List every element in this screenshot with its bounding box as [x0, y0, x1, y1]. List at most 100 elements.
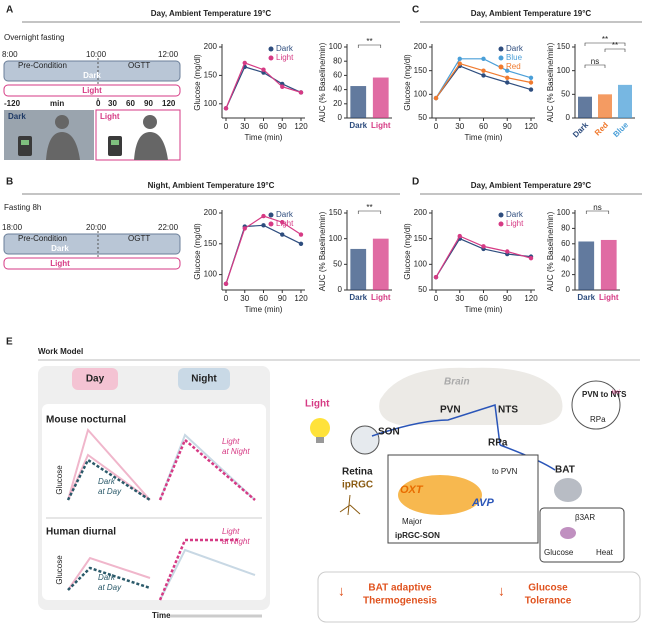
legend-marker	[268, 55, 274, 61]
x-tick-label: 120	[524, 294, 538, 303]
time-label: 12:00	[158, 50, 179, 59]
bar	[578, 96, 592, 118]
y-tick-label: 80	[561, 224, 570, 233]
legend-label: Light	[276, 219, 294, 228]
x-tick-label: 60	[479, 294, 488, 303]
image-label: Dark	[8, 112, 26, 121]
minute-label: min	[50, 99, 64, 108]
x-tick-label: 0	[434, 294, 439, 303]
inset-rpa: RPa	[590, 415, 606, 424]
panel-letter: E	[6, 337, 13, 348]
bar	[578, 241, 595, 290]
time-label: 22:00	[158, 223, 179, 232]
outcome-box	[317, 571, 641, 623]
neuron	[339, 494, 361, 516]
y-axis-label: Glucose (mg/dl)	[403, 223, 412, 280]
curve	[159, 433, 256, 501]
data-point	[457, 61, 462, 66]
fasting-label: Fasting 8h	[4, 203, 41, 212]
bat-inset	[539, 507, 625, 563]
data-point	[433, 95, 439, 101]
x-axis-label: Time (min)	[245, 305, 283, 314]
time-label: 8:00	[2, 50, 18, 59]
bulb	[310, 418, 330, 438]
significance-bracket	[584, 42, 626, 46]
data-point	[481, 68, 486, 73]
night-label: Night	[191, 374, 217, 385]
work-model: Work Model Day Night Mouse nocturnal Glu…	[38, 347, 641, 623]
bar	[350, 248, 367, 290]
phase-label: Pre-Condition	[18, 61, 67, 70]
significance-label: **	[602, 35, 608, 44]
model-note: at Night	[222, 537, 250, 546]
day-bubble	[72, 368, 118, 390]
y-tick-label: 60	[561, 239, 570, 248]
significance-label: **	[366, 203, 372, 212]
image-label: Light	[100, 112, 120, 121]
y-tick-label: 200	[414, 208, 428, 217]
significance-label: ns	[593, 203, 601, 212]
x-tick-label: Dark	[349, 121, 367, 130]
x-tick-label: 90	[503, 294, 512, 303]
legend-marker	[268, 46, 274, 52]
data-point	[298, 90, 304, 95]
outcome-label: BAT adaptive	[368, 583, 432, 594]
glucose-axis: Glucose	[55, 555, 64, 585]
panel-letter: D	[412, 177, 419, 188]
series-line	[435, 235, 532, 278]
data-point	[298, 232, 304, 237]
brain-label: Brain	[444, 377, 470, 388]
dark-bar	[3, 233, 181, 255]
bar	[350, 86, 367, 118]
x-tick-label: 30	[455, 122, 464, 131]
iprgc-label: ipRGC	[342, 480, 373, 491]
y-axis-label: AUC (% Baseline/min)	[318, 211, 327, 291]
minute-label: 60	[126, 99, 135, 108]
oxt-region	[398, 475, 482, 515]
data-point	[433, 274, 439, 280]
x-tick-label: 30	[240, 122, 249, 131]
data-point	[528, 80, 534, 85]
x-tick-label: Light	[371, 293, 391, 302]
x-tick-label: 120	[524, 122, 538, 131]
y-tick-label: 100	[414, 89, 428, 98]
x-tick-label: 120	[294, 122, 308, 131]
x-tick-label: 90	[278, 294, 287, 303]
legend-label: Light	[506, 219, 524, 228]
down-arrow: ↓	[338, 583, 345, 599]
major-label: Major	[402, 517, 422, 526]
y-tick-label: 60	[333, 71, 342, 80]
y-tick-label: 50	[418, 113, 427, 122]
series-line	[225, 224, 302, 285]
bar	[372, 77, 389, 118]
x-tick-label: 0	[224, 122, 229, 131]
legend-marker	[498, 55, 504, 61]
x-tick-label: 120	[294, 294, 308, 303]
minute-label: -120	[4, 99, 21, 108]
person-icons	[18, 115, 168, 160]
dark-bar	[3, 60, 181, 82]
legend-label: Dark	[506, 44, 524, 53]
curve	[159, 548, 256, 601]
outcome-label: Glucose	[528, 583, 568, 594]
model-note: at Night	[222, 447, 250, 456]
x-tick-label: Dark	[571, 120, 590, 139]
panel-letter: B	[6, 177, 13, 188]
y-axis-label: AUC (% Baseline/min)	[546, 42, 555, 122]
dark-label: Dark	[51, 244, 69, 253]
x-tick-label: 0	[434, 122, 439, 131]
y-axis-label: Glucose (mg/dl)	[403, 54, 412, 111]
region-label: RPa	[488, 438, 508, 449]
mouse-label: Mouse nocturnal	[46, 415, 126, 426]
data-point	[261, 223, 266, 228]
data-point	[505, 75, 510, 80]
oxt-label: OXT	[400, 484, 424, 496]
model-inner	[42, 404, 266, 600]
data-point	[481, 56, 486, 62]
y-tick-label: 200	[204, 42, 218, 51]
y-tick-label: 200	[414, 42, 428, 51]
iprgc-son-label: ipRGC-SON	[395, 531, 440, 540]
y-tick-label: 200	[204, 208, 218, 217]
phase-label: OGTT	[128, 61, 150, 70]
